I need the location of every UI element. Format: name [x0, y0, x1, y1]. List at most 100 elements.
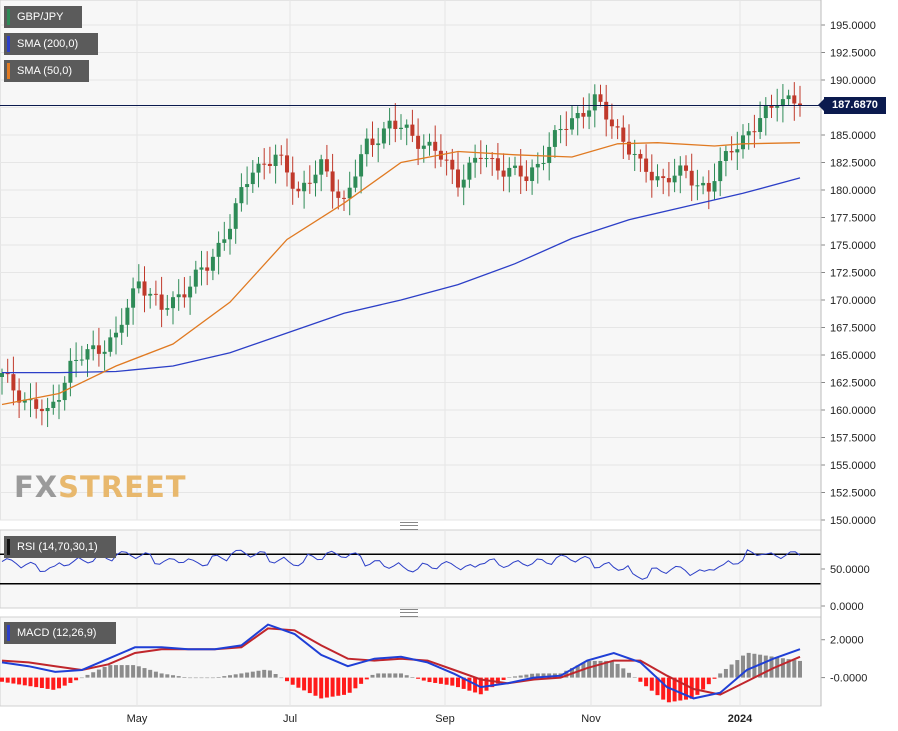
macd-histogram-bar [273, 674, 278, 678]
macd-histogram-bar [433, 677, 438, 683]
macd-histogram-bar [176, 676, 181, 678]
macd-histogram-bar [79, 677, 84, 679]
x-tick-label: Sep [435, 713, 455, 725]
macd-swatch-icon [7, 625, 10, 641]
macd-histogram-bar [718, 673, 723, 678]
macd-histogram-bar [723, 668, 728, 678]
macd-histogram-bar [604, 660, 609, 678]
candle-body [786, 95, 791, 100]
macd-tick-label: -0.0000 [830, 673, 867, 685]
candle-body [495, 158, 500, 171]
candle-body [222, 239, 227, 243]
macd-histogram-bar [233, 674, 238, 678]
y-tick-label: 172.5000 [830, 268, 876, 280]
sma200-line [2, 177, 801, 374]
y-tick-label: 170.0000 [830, 295, 876, 307]
macd-histogram-bar [535, 673, 540, 678]
x-tick-label: May [127, 713, 148, 725]
candle-body [513, 165, 517, 168]
candle-body [85, 349, 90, 360]
candle-body [336, 191, 341, 198]
legend-sma50[interactable]: SMA (50,0) [4, 60, 89, 82]
candle-body [267, 163, 272, 166]
candle-body [28, 399, 33, 401]
x-tick-label: Nov [581, 713, 601, 725]
macd-histogram-bar [518, 675, 523, 678]
legend-sma200[interactable]: SMA (200,0) [4, 33, 98, 55]
macd-histogram-bar [353, 677, 358, 689]
candle-body [296, 188, 301, 192]
macd-histogram-bar [210, 677, 215, 679]
candle-body [621, 127, 626, 142]
x-tick-label: Jul [283, 713, 297, 725]
macd-histogram-bar [769, 656, 774, 678]
macd-histogram-bar [376, 673, 381, 678]
macd-histogram-bar [421, 677, 426, 681]
macd-histogram-bar [609, 660, 614, 678]
macd-histogram-bar [125, 665, 130, 678]
candle-body [530, 167, 535, 182]
macd-histogram-bar [399, 673, 403, 678]
candle-body [307, 182, 312, 184]
candle-body [564, 128, 569, 130]
y-tick-label: 192.5000 [830, 48, 876, 60]
macd-pane-resize-handle[interactable] [400, 609, 418, 617]
macd-signal-line [1, 627, 801, 696]
candle-body [102, 351, 107, 354]
macd-histogram-bar [199, 677, 204, 679]
sma50-swatch-icon [7, 63, 10, 79]
candle-body [262, 163, 267, 165]
candle-body [91, 345, 96, 350]
y-tick-label: 195.0000 [830, 20, 876, 32]
macd-histogram-bar [188, 677, 193, 679]
candle-body [609, 119, 614, 127]
candle-body [233, 203, 238, 229]
macd-histogram-bar [171, 675, 175, 678]
candle-body [758, 118, 763, 132]
rsi-tick-label: 50.0000 [830, 564, 870, 576]
macd-histogram-bar [393, 673, 398, 678]
macd-histogram-bar [313, 677, 318, 696]
candle-body [450, 159, 455, 170]
legend-rsi[interactable]: RSI (14,70,30,1) [4, 536, 116, 558]
candle-body [689, 170, 694, 186]
candle-body [5, 373, 10, 375]
rsi-pane-resize-handle[interactable] [400, 522, 418, 530]
macd-histogram-bar [780, 658, 785, 678]
candle-body [290, 172, 295, 189]
candle-body [672, 175, 677, 183]
candle-body [632, 153, 637, 155]
macd-histogram-bar [5, 677, 10, 683]
candle-body [302, 182, 307, 192]
candle-body [701, 182, 706, 186]
macd-histogram-bar [450, 677, 455, 686]
macd-histogram-bar [102, 666, 107, 678]
macd-histogram-bar [205, 677, 210, 679]
candle-body [524, 176, 529, 182]
macd-histogram-bar [746, 652, 751, 678]
candle-body [518, 165, 523, 177]
candle-body [535, 163, 540, 168]
legend-macd-label: MACD (12,26,9) [17, 627, 97, 639]
candle-body [131, 288, 136, 308]
candle-body [119, 324, 124, 333]
sma200-swatch-icon [7, 36, 10, 52]
candle-body [416, 135, 421, 149]
macd-histogram-bar [307, 677, 312, 694]
rsi-tick-label: 0.0000 [830, 601, 864, 613]
macd-histogram-bar [416, 677, 421, 679]
y-tick-label: 177.5000 [830, 213, 876, 225]
candle-body [376, 143, 381, 146]
macd-histogram-bar [501, 677, 506, 680]
legend-macd[interactable]: MACD (12,26,9) [4, 622, 116, 644]
candle-body [746, 131, 751, 136]
candle-body [148, 293, 153, 296]
macd-histogram-bar [267, 670, 272, 678]
candle-body [735, 149, 740, 153]
candle-body [752, 131, 757, 133]
macd-histogram-bar [153, 671, 158, 678]
macd-histogram-bar [324, 677, 329, 698]
legend-symbol[interactable]: GBP/JPY [4, 6, 82, 28]
candle-body [684, 165, 688, 171]
candle-body [461, 179, 466, 188]
